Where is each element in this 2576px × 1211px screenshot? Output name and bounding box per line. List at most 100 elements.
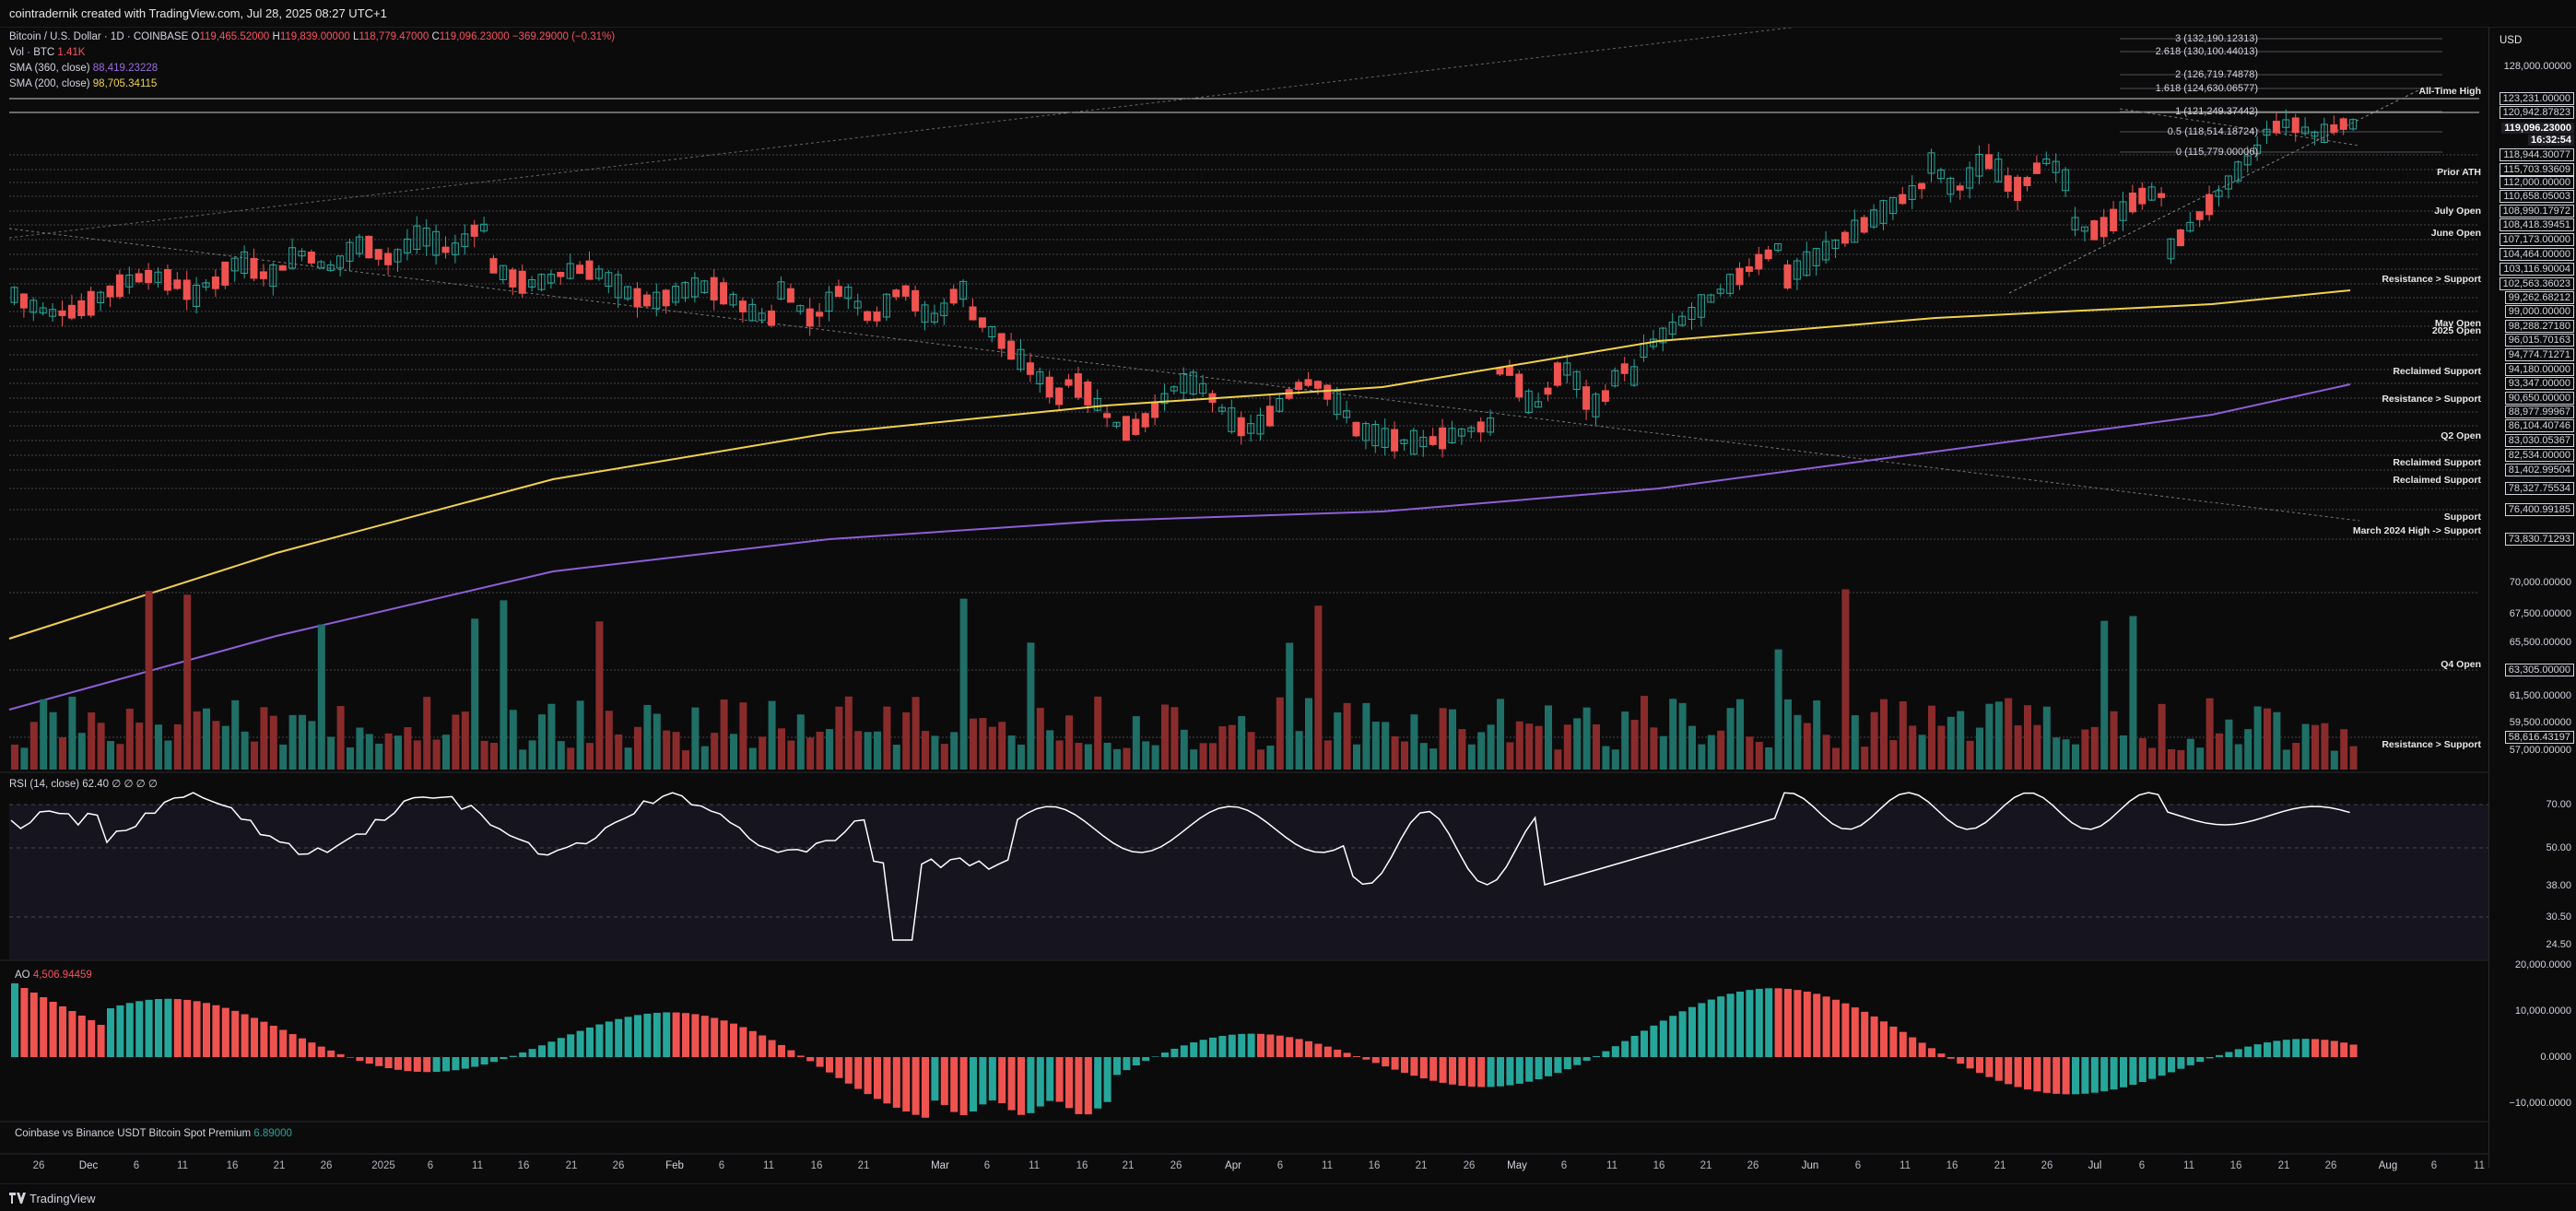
chart-canvas[interactable] [0, 28, 2488, 1168]
candle-body[interactable] [642, 294, 651, 307]
candle-body[interactable] [1467, 427, 1476, 432]
candle-body[interactable] [106, 285, 114, 298]
candle-body[interactable] [202, 282, 210, 288]
candle-body[interactable] [873, 312, 881, 322]
candle-body[interactable] [1333, 391, 1341, 416]
candle-body[interactable] [2032, 162, 2041, 174]
candle-body[interactable] [1189, 371, 1197, 395]
candle-body[interactable] [1371, 423, 1380, 447]
candle-body[interactable] [1535, 401, 1543, 408]
candle-body[interactable] [912, 289, 920, 312]
candle-body[interactable] [1918, 182, 1926, 190]
candle-body[interactable] [2138, 187, 2147, 205]
candle-body[interactable] [336, 255, 345, 269]
candle-body[interactable] [816, 312, 824, 317]
candle-body[interactable] [509, 269, 517, 288]
candle-body[interactable] [1103, 413, 1112, 418]
candle-body[interactable] [154, 271, 162, 283]
candle-body[interactable] [2119, 201, 2127, 221]
candle-body[interactable] [2195, 211, 2204, 220]
candle-body[interactable] [241, 251, 249, 275]
candle-body[interactable] [250, 257, 258, 279]
currency-label[interactable]: USD [2500, 35, 2523, 46]
candle-body[interactable] [2090, 220, 2099, 241]
candle-body[interactable] [1419, 436, 1428, 448]
candle-body[interactable] [528, 279, 536, 288]
candle-body[interactable] [1381, 428, 1389, 448]
candle-body[interactable] [892, 289, 900, 298]
candle-body[interactable] [557, 272, 565, 277]
candle-body[interactable] [2311, 132, 2319, 137]
candle-body[interactable] [182, 279, 191, 300]
candle-body[interactable] [374, 249, 382, 260]
candle-body[interactable] [1936, 170, 1945, 180]
candle-body[interactable] [58, 310, 66, 316]
candle-body[interactable] [365, 235, 373, 259]
candle-body[interactable] [1476, 421, 1485, 433]
candle-body[interactable] [1966, 167, 1974, 189]
price-axis[interactable] [2488, 28, 2576, 1168]
candle-body[interactable] [940, 302, 948, 316]
sma360-line[interactable] [8, 383, 2351, 711]
candle-body[interactable] [585, 260, 594, 280]
sma360-row[interactable]: SMA (360, close) 88,419.23228 [9, 61, 615, 76]
candle-body[interactable] [1217, 406, 1226, 412]
candle-body[interactable] [1429, 436, 1437, 445]
premium-legend[interactable]: Coinbase vs Binance USDT Bitcoin Spot Pr… [15, 1128, 292, 1139]
candle-body[interactable] [39, 307, 47, 314]
candle-body[interactable] [594, 268, 603, 279]
candle-body[interactable] [480, 223, 488, 232]
candle-body[interactable] [566, 263, 574, 279]
candle-body[interactable] [690, 277, 699, 298]
candle-body[interactable] [10, 287, 18, 303]
candle-body[interactable] [1755, 253, 1763, 270]
candle-body[interactable] [1726, 274, 1735, 294]
candle-body[interactable] [1323, 384, 1332, 400]
candle-body[interactable] [1947, 177, 1955, 195]
symbol-title[interactable]: Bitcoin / U.S. Dollar · 1D · COINBASE [9, 31, 189, 42]
trendline[interactable] [8, 228, 2360, 522]
candle-body[interactable] [1735, 267, 1744, 286]
candle-body[interactable] [1093, 397, 1101, 411]
candle-body[interactable] [269, 264, 277, 288]
candle-body[interactable] [2100, 217, 2108, 238]
candle-body[interactable] [997, 333, 1006, 349]
candle-body[interactable] [1745, 265, 1753, 273]
candle-body[interactable] [614, 274, 622, 299]
candle-body[interactable] [1994, 159, 2003, 182]
candle-body[interactable] [921, 304, 929, 323]
candle-body[interactable] [1783, 264, 1792, 289]
candle-body[interactable] [978, 317, 986, 328]
candle-body[interactable] [2128, 192, 2136, 213]
candle-body[interactable] [145, 269, 153, 284]
candle-body[interactable] [1630, 366, 1639, 386]
candle-body[interactable] [49, 309, 57, 317]
ao-histogram[interactable] [11, 983, 2358, 1118]
rsi-line[interactable] [10, 792, 2350, 941]
candle-body[interactable] [758, 312, 766, 321]
candle-body[interactable] [1448, 428, 1456, 444]
candle-body[interactable] [720, 282, 728, 305]
candle-body[interactable] [959, 280, 968, 300]
candle-body[interactable] [2330, 123, 2338, 133]
candle-body[interactable] [326, 265, 335, 271]
candle-body[interactable] [135, 273, 143, 283]
candle-body[interactable] [1793, 260, 1801, 280]
candle-body[interactable] [470, 224, 478, 237]
candle-body[interactable] [1888, 196, 1897, 215]
candle-body[interactable] [1831, 240, 1840, 249]
candle-body[interactable] [2158, 193, 2166, 198]
candle-body[interactable] [77, 300, 86, 317]
candle-body[interactable] [653, 291, 661, 310]
volume-row[interactable]: Vol · BTC 1.41K [9, 45, 615, 61]
ao-legend[interactable]: AO 4,506.94459 [15, 970, 92, 981]
candle-body[interactable] [115, 274, 124, 298]
candle-body[interactable] [1084, 382, 1092, 406]
candle-body[interactable] [221, 261, 229, 286]
candle-body[interactable] [2205, 194, 2214, 216]
candle-body[interactable] [834, 286, 842, 298]
candle-body[interactable] [2042, 159, 2051, 165]
volume-series[interactable] [11, 589, 2358, 770]
candle-body[interactable] [1352, 421, 1360, 437]
candle-body[interactable] [1707, 294, 1715, 303]
